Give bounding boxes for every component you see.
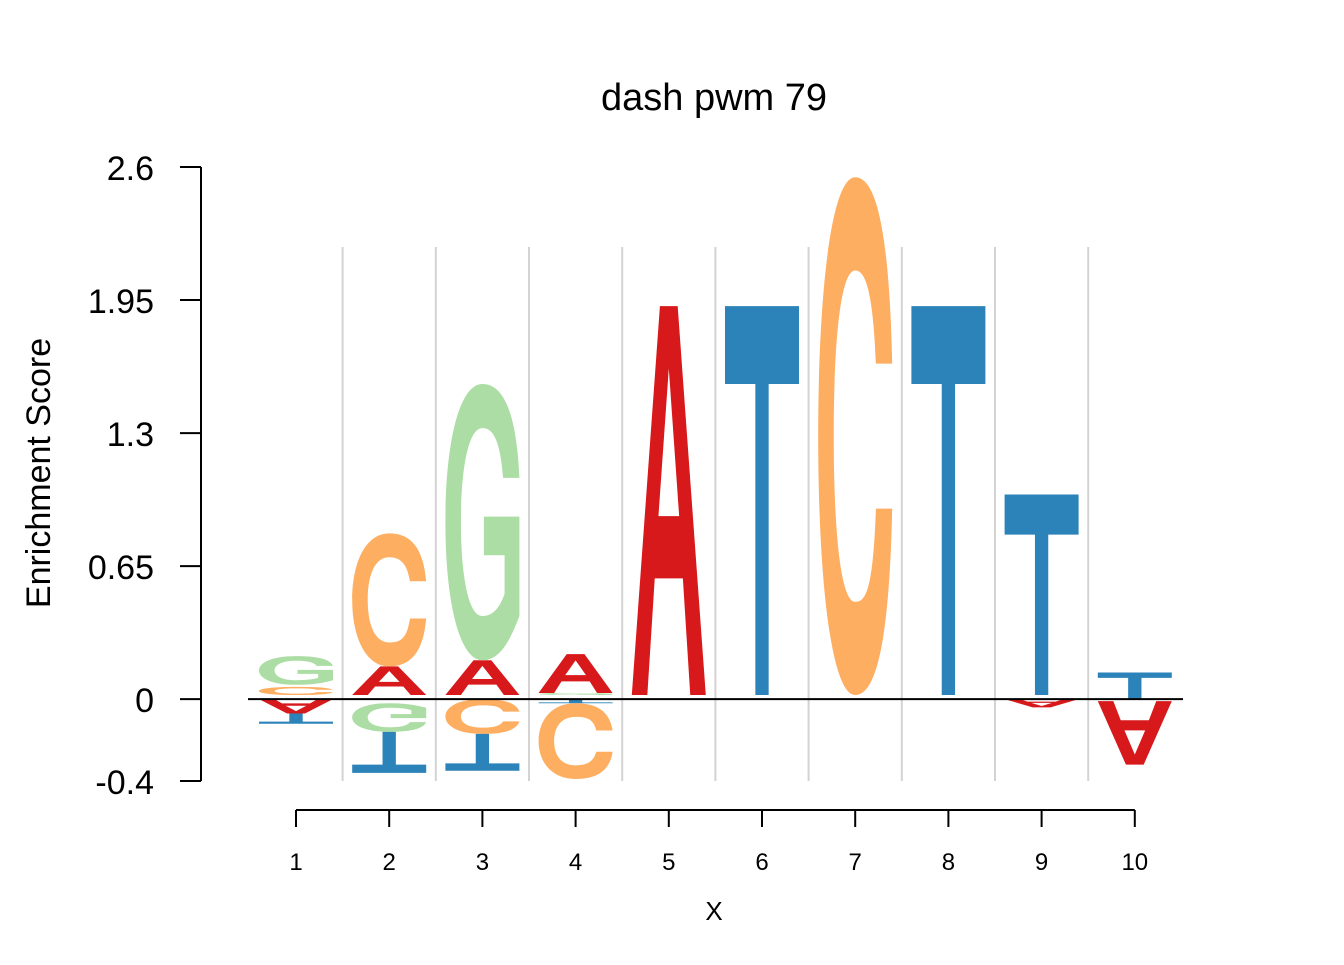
letter-t xyxy=(725,306,799,696)
letter-t-shape xyxy=(352,731,427,773)
logo-column-2 xyxy=(352,533,427,773)
x-tick-label: 8 xyxy=(942,849,955,876)
x-tick-label: 3 xyxy=(476,849,489,876)
letter-a xyxy=(631,306,706,696)
y-tick-label: 1.3 xyxy=(107,416,154,454)
y-axis-label: Enrichment Score xyxy=(20,338,58,608)
letter-t xyxy=(538,699,613,704)
logo-column-5 xyxy=(631,306,706,696)
letter-g xyxy=(538,692,613,696)
letter-c-shape xyxy=(259,686,333,696)
letter-g xyxy=(445,383,520,661)
letter-a xyxy=(352,666,427,696)
letter-c xyxy=(259,686,333,696)
letter-a-shape xyxy=(259,699,333,714)
letter-g xyxy=(259,656,333,685)
letter-a xyxy=(259,699,333,714)
letter-t xyxy=(1097,672,1172,700)
letter-g-shape xyxy=(352,703,427,732)
letter-t xyxy=(445,733,520,771)
logo-column-3 xyxy=(445,383,520,771)
letter-g xyxy=(352,703,427,732)
letter-t xyxy=(259,713,333,724)
letter-a-shape xyxy=(445,660,520,696)
x-tick-label: 4 xyxy=(569,849,582,876)
logo-column-6 xyxy=(725,306,799,696)
chart-title: dash pwm 79 xyxy=(601,77,827,119)
letter-a xyxy=(445,660,520,696)
axes: 2.6 1.95 1.3 0.65 0 -0.4 1 2 3 4 5 6 7 8 9 10 xyxy=(88,150,1183,876)
logo-letters xyxy=(259,177,1172,779)
letter-g-shape xyxy=(259,656,333,685)
x-tick-label: 2 xyxy=(383,849,396,876)
letter-t xyxy=(1004,494,1079,696)
letter-c-shape xyxy=(445,699,520,734)
letter-t xyxy=(911,306,986,696)
y-tick-label: 0.65 xyxy=(88,549,154,587)
x-tick-label: 9 xyxy=(1035,849,1048,876)
y-tick-label: 2.6 xyxy=(107,150,154,188)
logo-column-7 xyxy=(818,177,893,696)
letter-t-shape xyxy=(1097,672,1172,700)
x-tick-label: 7 xyxy=(849,849,862,876)
letter-a xyxy=(1097,701,1172,765)
letter-t-shape xyxy=(538,699,613,704)
x-tick-label: 1 xyxy=(289,849,302,876)
letter-c-shape xyxy=(818,177,893,696)
letter-c xyxy=(445,699,520,734)
y-tick-label: -0.4 xyxy=(95,764,154,802)
x-tick-label: 6 xyxy=(755,849,768,876)
letter-a-shape xyxy=(1097,701,1172,765)
letter-c xyxy=(352,533,427,667)
letter-g-shape xyxy=(538,692,613,696)
letter-a-shape xyxy=(1004,699,1079,708)
y-tick-label: 1.95 xyxy=(88,283,154,321)
x-tick-label: 5 xyxy=(662,849,675,876)
letter-t-shape xyxy=(445,733,520,771)
x-axis-label: X xyxy=(705,896,722,926)
x-tick-label: 10 xyxy=(1121,849,1148,876)
logo-column-4 xyxy=(538,654,613,779)
letter-c xyxy=(538,703,613,779)
grid-lines xyxy=(341,247,1090,781)
letter-g-shape xyxy=(445,383,520,661)
y-tick-label: 0 xyxy=(135,682,154,720)
letter-t-shape xyxy=(1004,494,1079,696)
letter-t xyxy=(352,731,427,773)
letter-t-shape xyxy=(259,713,333,724)
letter-a xyxy=(538,654,613,693)
letter-a-shape xyxy=(538,654,613,693)
logo-column-8 xyxy=(911,306,986,696)
letter-c xyxy=(818,177,893,696)
letter-c-shape xyxy=(352,533,427,667)
letter-a-shape xyxy=(631,306,706,696)
logo-column-10 xyxy=(1097,672,1172,765)
letter-c-shape xyxy=(538,703,613,779)
letter-t-shape xyxy=(911,306,986,696)
letter-t-shape xyxy=(725,306,799,696)
logo-column-1 xyxy=(259,656,333,724)
letter-a-shape xyxy=(352,666,427,696)
letter-a xyxy=(1004,699,1079,708)
logo-column-9 xyxy=(1004,494,1079,708)
